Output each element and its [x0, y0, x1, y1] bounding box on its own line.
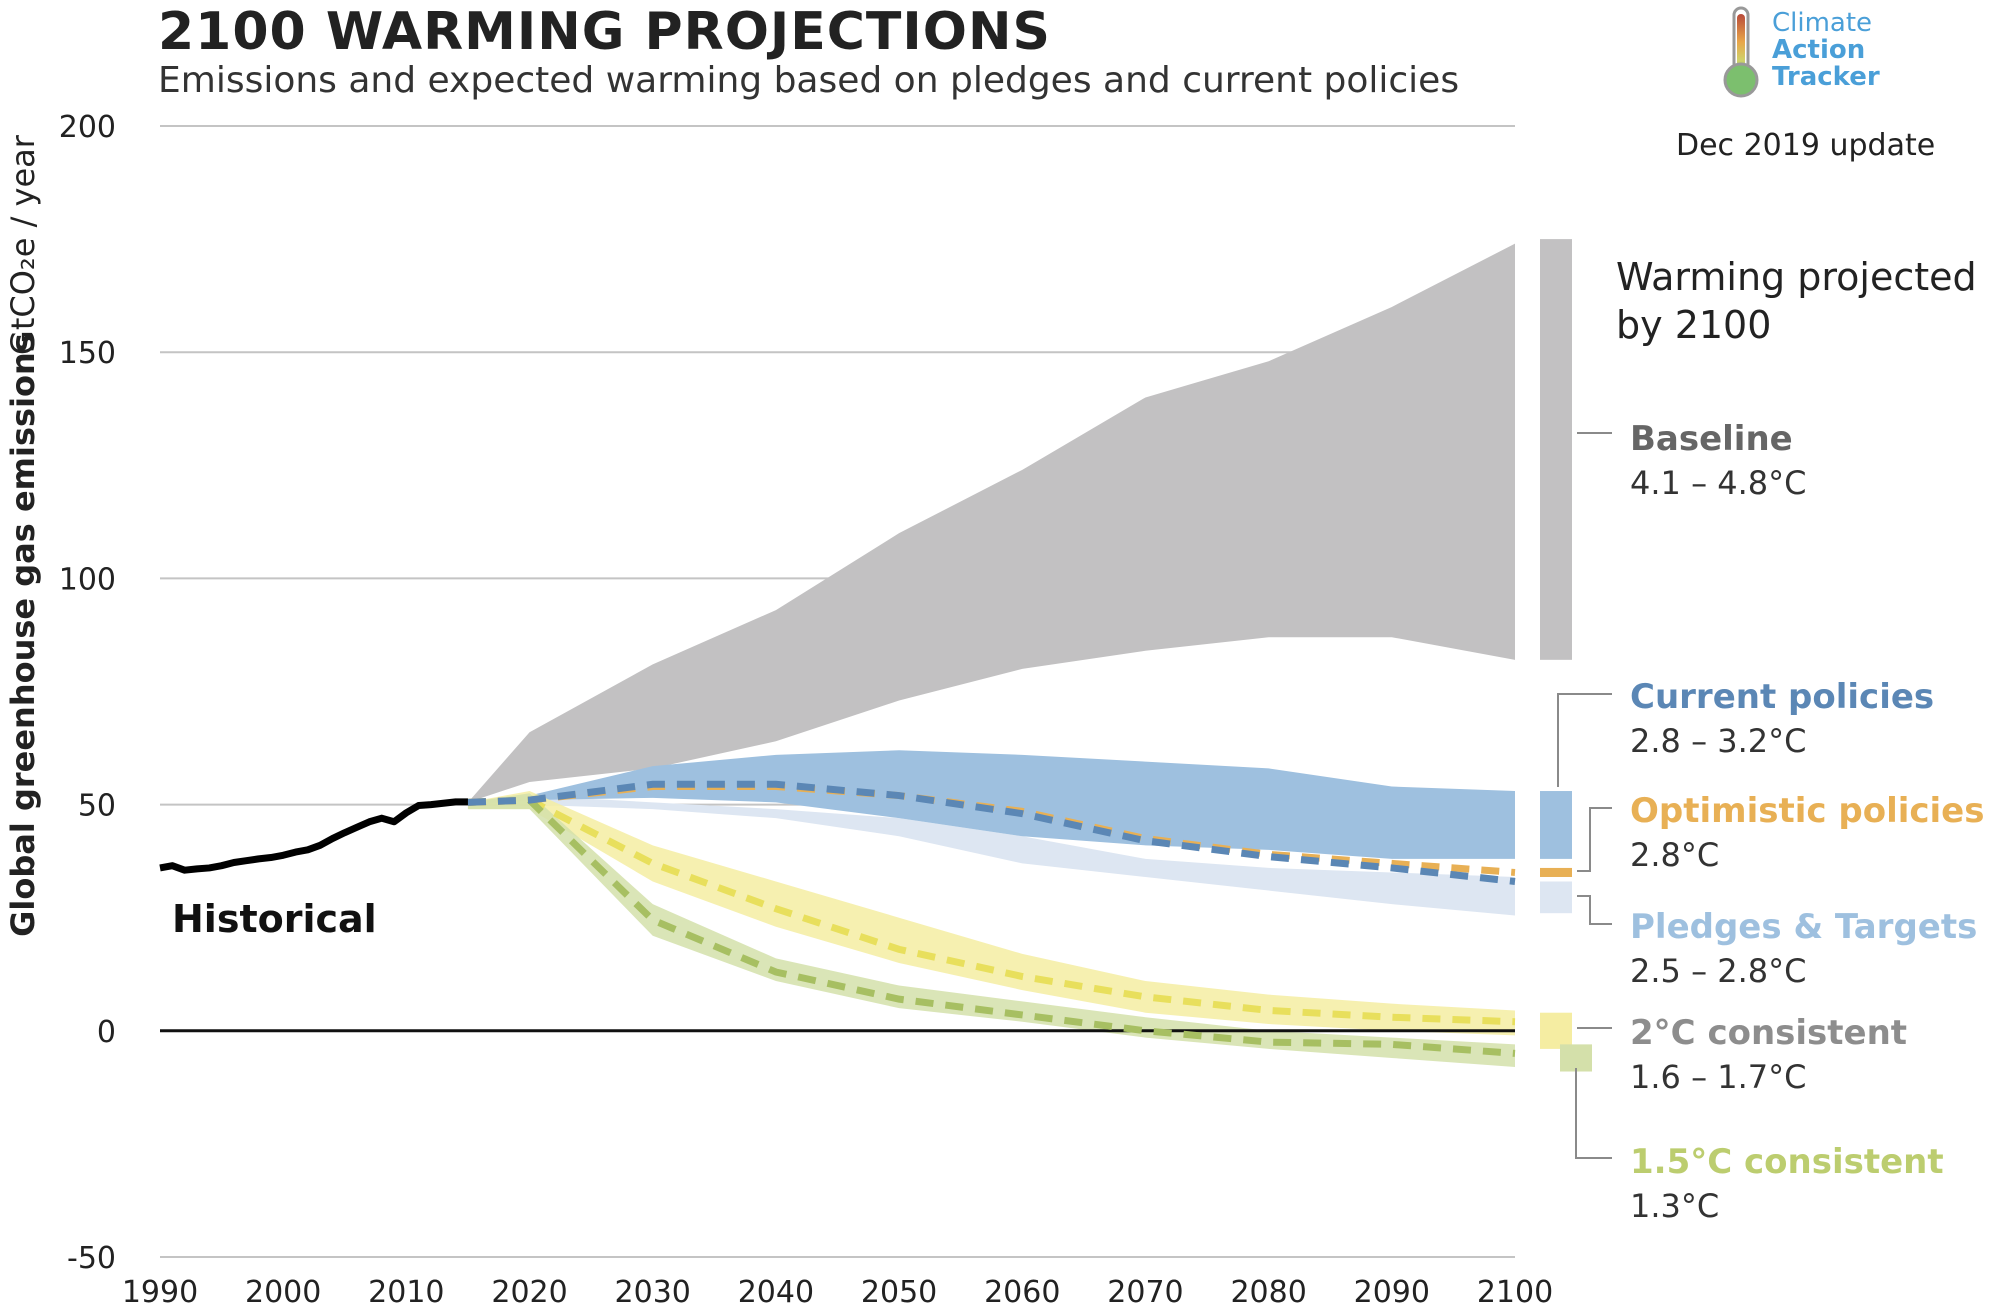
y-tick-label: 100	[59, 562, 116, 597]
x-tick-label: 2020	[491, 1275, 567, 1310]
warming-bar-1-5-c-consistent	[1560, 1044, 1592, 1072]
legend-name-2-c-consistent: 2°C consistent	[1630, 1013, 1907, 1053]
legend-name-pledges-targets: Pledges & Targets	[1630, 907, 1977, 947]
chart-subtitle: Emissions and expected warming based on …	[158, 60, 1460, 101]
legend-heading-line: Warming projected	[1616, 255, 1977, 299]
line-historical	[159, 798, 468, 874]
x-tick-label: 2010	[368, 1275, 444, 1310]
legend-range-2-c-consistent: 1.6 – 1.7°C	[1630, 1058, 1806, 1096]
warming-bar-2-c-consistent	[1540, 1012, 1572, 1049]
band-pledges-targets	[467, 795, 1515, 916]
leader-line-current-policies	[1557, 693, 1612, 787]
legend-name-current-policies: Current policies	[1630, 677, 1934, 717]
x-tick-label: 2050	[861, 1275, 937, 1310]
x-tick-label: 2070	[1107, 1275, 1183, 1310]
x-tick-label: 1990	[122, 1275, 198, 1310]
legend-range-1-5-c-consistent: 1.3°C	[1630, 1187, 1719, 1225]
x-tick-label: 2040	[738, 1275, 814, 1310]
y-axis-label: Global greenhouse gas emissions	[4, 333, 42, 937]
legend-range-optimistic-policies: 2.8°C	[1630, 836, 1719, 874]
logo-line-3: Tracker	[1772, 62, 1880, 92]
leader-line-optimistic-policies	[1577, 807, 1612, 872]
logo-line-2: Action	[1772, 35, 1866, 65]
x-tick-label: 2000	[245, 1275, 321, 1310]
update-date: Dec 2019 update	[1676, 128, 1936, 163]
band-2-c-consistent	[467, 791, 1515, 1036]
legend-name-1-5-c-consistent: 1.5°C consistent	[1630, 1142, 1944, 1182]
warming-bar-optimistic-policies	[1540, 867, 1572, 877]
leader-line-pledges-targets	[1577, 895, 1612, 925]
line-current-policies	[467, 780, 1516, 885]
warming-bar-pledges-targets	[1540, 881, 1572, 914]
legend-name-baseline: Baseline	[1630, 419, 1793, 459]
warming-bar-baseline	[1540, 239, 1572, 660]
y-tick-label: 50	[78, 789, 116, 824]
chart-title: 2100 WARMING PROJECTIONS	[158, 2, 1051, 62]
climate-action-tracker-logo: Climate Action Tracker	[1722, 2, 1922, 102]
y-tick-label: 0	[97, 1015, 116, 1050]
y-tick-label: 150	[59, 336, 116, 371]
x-tick-label: 2090	[1354, 1275, 1430, 1310]
thermometer-icon	[1723, 6, 1759, 98]
projection-lines	[467, 780, 1516, 1057]
logo-line-1: Climate	[1772, 8, 1873, 38]
x-tick-label: 2100	[1477, 1275, 1553, 1310]
line-2-c-consistent	[467, 796, 1516, 1026]
legend-range-baseline: 4.1 – 4.8°C	[1630, 464, 1806, 502]
warming-bar-current-policies	[1540, 791, 1572, 859]
historical-series: Historical	[159, 798, 468, 941]
warming-bars	[1540, 239, 1592, 1072]
legend-name-optimistic-policies: Optimistic policies	[1630, 791, 1984, 831]
projection-bands	[467, 243, 1515, 1067]
x-tick-label: 2030	[615, 1275, 691, 1310]
leader-line-1-5-c-consistent	[1575, 1068, 1612, 1159]
legend-range-current-policies: 2.8 – 3.2°C	[1630, 722, 1806, 760]
y-axis-unit: GtCO₂e / year	[4, 134, 42, 355]
historical-label: Historical	[172, 897, 377, 941]
y-tick-label: -50	[67, 1241, 116, 1276]
x-tick-label: 2060	[984, 1275, 1060, 1310]
logo-text: Climate Action Tracker	[1772, 10, 1880, 91]
legend-range-pledges-targets: 2.5 – 2.8°C	[1630, 952, 1806, 990]
y-tick-label: 200	[59, 110, 116, 145]
x-tick-label: 2080	[1230, 1275, 1306, 1310]
line-1-5-c-consistent	[467, 796, 1516, 1057]
band-baseline	[467, 243, 1515, 803]
legend-heading-line: by 2100	[1616, 303, 1771, 347]
